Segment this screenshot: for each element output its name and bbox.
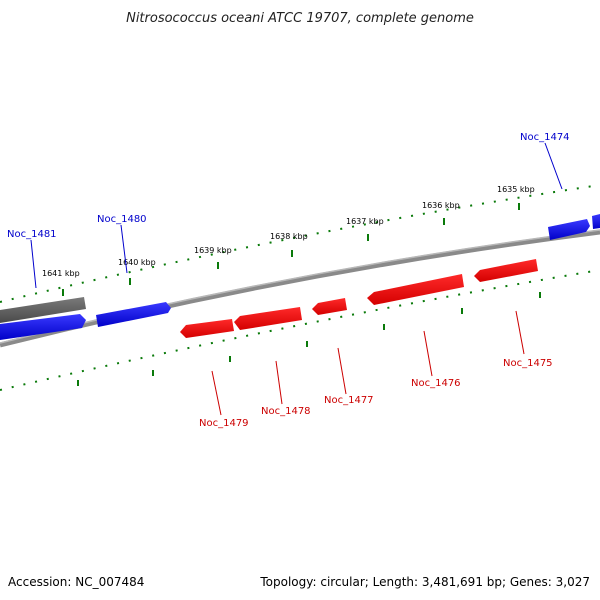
inner-major-ticks — [77, 292, 541, 386]
inner-tick-track — [0, 269, 600, 391]
gene-label-noc-1476[interactable]: Noc_1476 — [411, 378, 461, 389]
gene-arrow-noc-1481b[interactable] — [0, 314, 86, 340]
gene-arrow-noc-1478[interactable] — [234, 307, 302, 330]
outer-major-ticks — [62, 203, 520, 296]
kbp-label: 1640 kbp — [118, 258, 156, 267]
gene-arrow-noc-1474b[interactable] — [592, 214, 600, 229]
kbp-label: 1638 kbp — [270, 232, 308, 241]
gene-label-noc-1479[interactable]: Noc_1479 — [199, 418, 249, 429]
gene-arrow-noc-1477[interactable] — [312, 298, 347, 315]
kbp-label: 1639 kbp — [194, 246, 232, 255]
kbp-label: 1637 kbp — [346, 217, 384, 226]
gene-arrow-noc-1476[interactable] — [367, 274, 464, 305]
gene-label-noc-1475[interactable]: Noc_1475 — [503, 358, 553, 369]
gene-label-noc-1478[interactable]: Noc_1478 — [261, 406, 311, 417]
gene-label-noc-1481[interactable]: Noc_1481 — [7, 229, 57, 240]
kbp-label: 1635 kbp — [497, 185, 535, 194]
genome-backbone — [0, 229, 600, 348]
gene-arrow-noc-1479[interactable] — [180, 319, 234, 338]
reverse-leader-lines — [211, 310, 525, 416]
map-title: Nitrosococcus oceani ATCC 19707, complet… — [126, 11, 474, 26]
accession-text: Accession: NC_007484 — [8, 575, 144, 589]
forward-leader-lines — [30, 142, 563, 289]
genome-summary-text: Topology: circular; Length: 3,481,691 bp… — [259, 575, 590, 589]
gene-arrow-noc-1481[interactable] — [0, 297, 86, 323]
kbp-label: 1641 kbp — [42, 269, 80, 278]
genome-backbone-highlight — [0, 229, 600, 344]
gene-label-noc-1474[interactable]: Noc_1474 — [520, 132, 570, 143]
gene-label-noc-1480[interactable]: Noc_1480 — [97, 214, 147, 225]
gene-arrow-noc-1475[interactable] — [474, 259, 538, 282]
kbp-label: 1636 kbp — [422, 201, 460, 210]
gene-label-noc-1477[interactable]: Noc_1477 — [324, 395, 374, 406]
gene-arrow-noc-1474[interactable] — [548, 219, 590, 240]
gene-arrow-noc-1480[interactable] — [96, 302, 171, 327]
